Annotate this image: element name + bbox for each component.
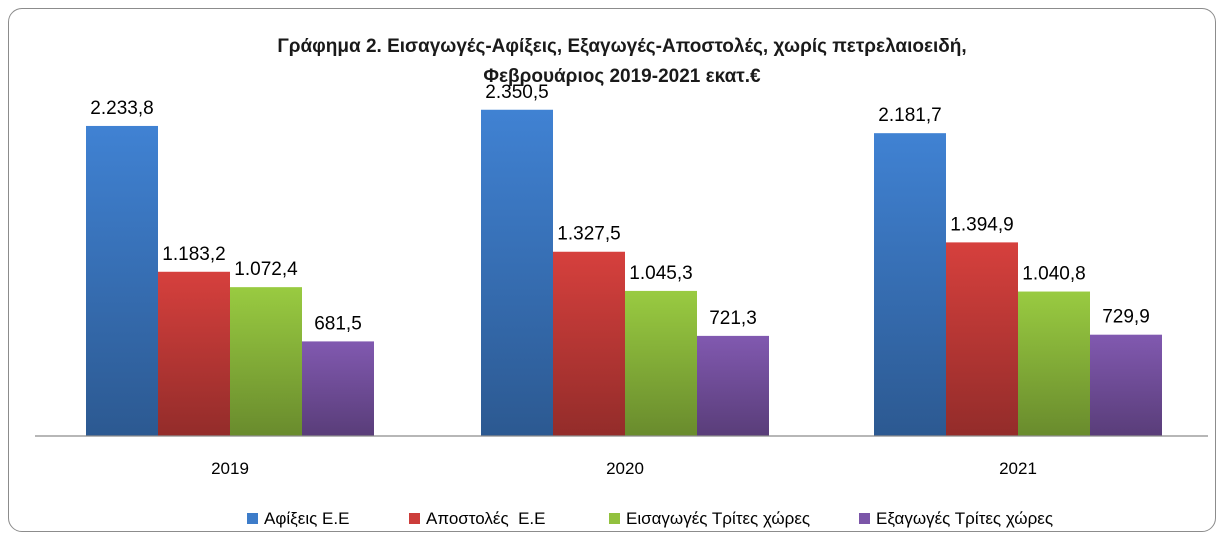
data-label-series-1-2020: 2.350,5 (485, 82, 548, 103)
bar-series-2-2019 (158, 271, 230, 436)
x-tick-labels: 2019 2020 2021 (211, 459, 1037, 478)
bar-series-1-2019 (86, 125, 158, 437)
bar-series-4-2020 (697, 335, 769, 436)
data-label-series-2-2021: 1.394,9 (950, 214, 1013, 235)
x-tick-label-2019: 2019 (211, 459, 249, 478)
bar-series-2-2020 (553, 251, 625, 436)
bar-series-4-2019 (302, 341, 374, 436)
data-label-series-1-2021: 2.181,7 (878, 105, 941, 126)
data-label-series-1-2019: 2.233,8 (90, 98, 153, 119)
data-labels-group: 2.233,8 2.350,5 2.181,7 1.183,2 1.327,5 1.394… (90, 82, 1149, 335)
chart-title-line-1: Γράφημα 2. Εισαγωγές-Αφίξεις, Εξαγωγές-Α… (277, 36, 966, 57)
data-label-series-2-2020: 1.327,5 (557, 224, 620, 245)
legend-swatch-series-2 (409, 513, 420, 524)
legend-label-series-2: Αποστολές Ε.Ε (426, 509, 546, 528)
x-tick-label-2021: 2021 (999, 459, 1037, 478)
data-label-series-3-2019: 1.072,4 (234, 259, 298, 280)
bar-series-1-2020 (481, 109, 553, 436)
data-label-series-3-2021: 1.040,8 (1022, 264, 1085, 285)
data-label-series-4-2019: 681,5 (314, 313, 362, 334)
data-label-series-4-2020: 721,3 (709, 308, 757, 329)
bar-series-1-2021 (874, 133, 946, 436)
legend-label-series-3: Εισαγωγές Τρίτες χώρες (626, 509, 810, 528)
x-tick-label-2020: 2020 (606, 459, 644, 478)
bar-series-4-2021 (1090, 334, 1162, 436)
data-label-series-3-2020: 1.045,3 (629, 263, 692, 284)
legend-label-series-1: Αφίξεις Ε.Ε (264, 509, 349, 528)
bar-series-3-2020 (625, 290, 697, 436)
data-label-series-4-2021: 729,9 (1102, 307, 1150, 328)
legend-swatch-series-1 (247, 513, 258, 524)
legend-label-series-4: Εξαγωγές Τρίτες χώρες (876, 509, 1053, 528)
legend-swatch-series-4 (859, 513, 870, 524)
legend-swatch-series-3 (609, 513, 620, 524)
bar-series-3-2021 (1018, 291, 1090, 436)
bar-series-2-2021 (946, 242, 1018, 436)
legend: Αφίξεις Ε.Ε Αποστολές Ε.Ε Εισαγωγές Τρίτες… (247, 509, 1053, 528)
chart-title-line-2: Φεβρουάριος 2019-2021 εκατ.€ (483, 66, 761, 87)
bar-series-3-2019 (230, 287, 302, 436)
data-label-series-2-2019: 1.183,2 (162, 244, 225, 265)
bars-group (86, 109, 1162, 437)
